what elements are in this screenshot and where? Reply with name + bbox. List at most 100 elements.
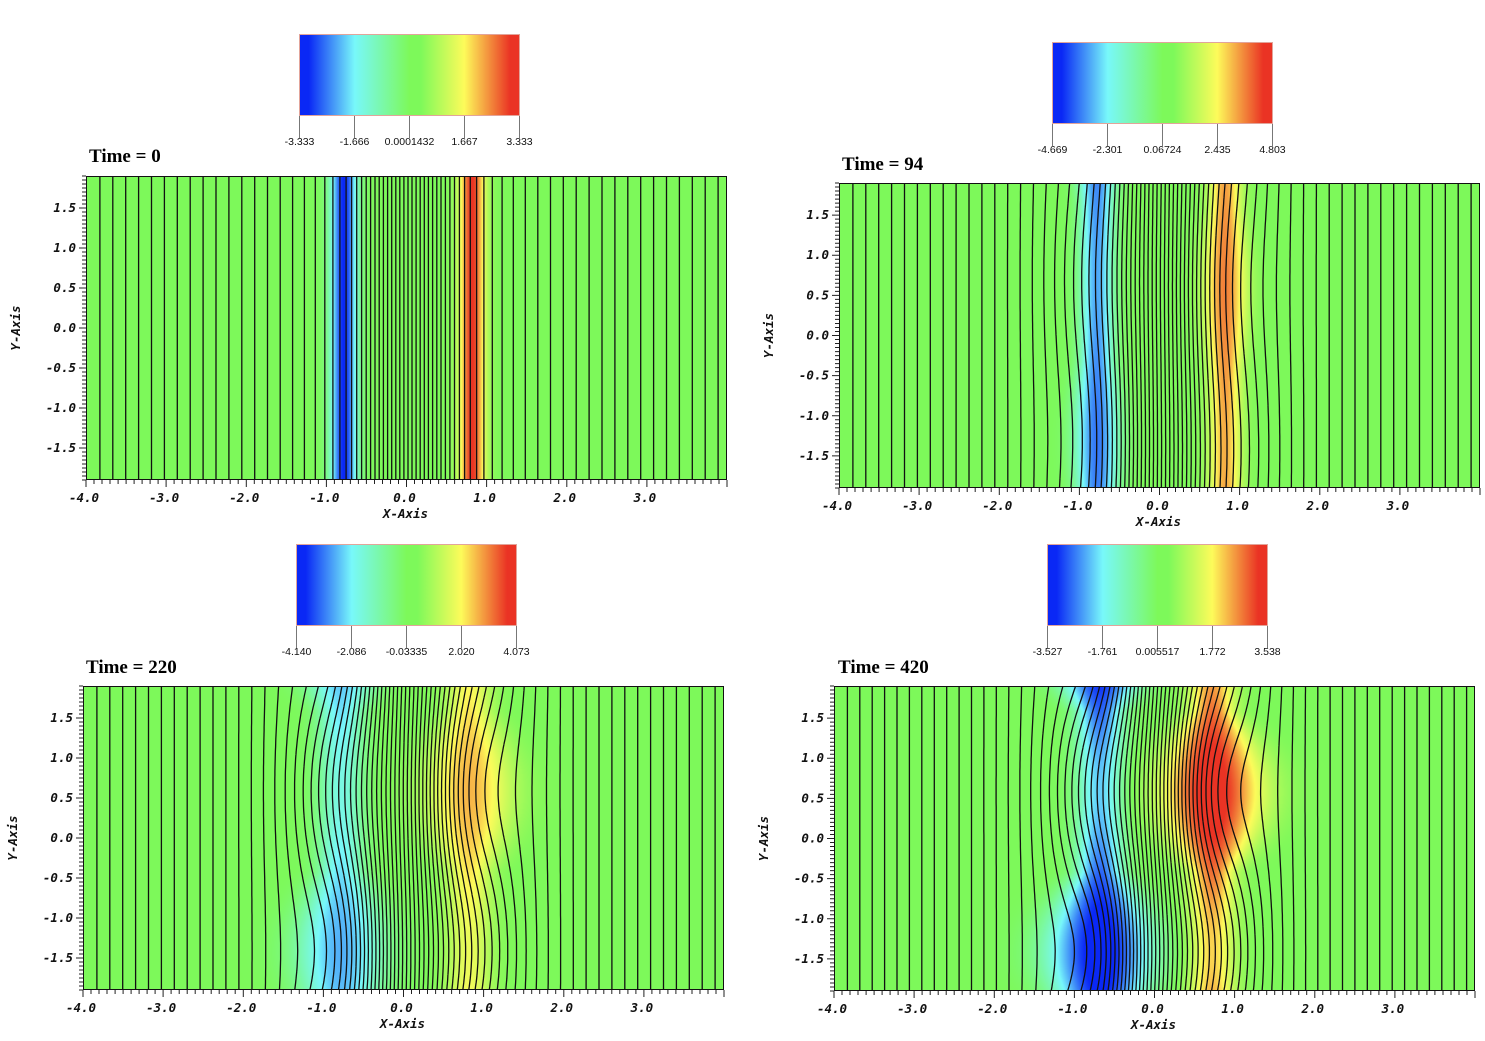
y-tick-label: 1.5	[50, 710, 73, 725]
colorbar-tick-label: -3.527	[1032, 646, 1063, 658]
colorbar-tick	[1217, 124, 1218, 146]
colorbar-tick-label: 0.0001432	[384, 136, 435, 148]
x-tick-label: -4.0	[822, 498, 852, 513]
colorbar	[1047, 544, 1268, 626]
contour-lines	[99, 177, 719, 479]
contour-lines	[96, 687, 716, 989]
heatmap-field	[840, 184, 1479, 487]
x-tick-label: -4.0	[817, 1001, 847, 1016]
axes: -4.0 -3.0 -2.0 -1.0 0.0 1.0 2.0 3.0 1.5 1.0 0.5 0.0…	[8, 175, 728, 521]
colorbar-tick	[296, 626, 297, 648]
colorbar-tick	[1107, 124, 1108, 146]
x-tick-label: 3.0	[1381, 1001, 1405, 1016]
y-tick-label: 0.0	[801, 831, 824, 846]
x-tick-label: -1.0	[306, 1000, 336, 1015]
y-axis-title: Y-Axis	[761, 313, 776, 358]
colorbar-tick	[1157, 626, 1158, 648]
colorbar-tick-label: 1.667	[451, 136, 478, 148]
colorbar-tick-label: -2.086	[336, 646, 367, 658]
y-axis-title: Y-Axis	[8, 305, 23, 350]
x-tick-label: -1.0	[1057, 1001, 1087, 1016]
colorbar	[1052, 42, 1273, 124]
x-axis-title: X-Axis	[382, 506, 428, 521]
y-axis-title: Y-Axis	[5, 815, 20, 860]
contour-line	[846, 687, 1468, 990]
colorbar-tick	[516, 626, 517, 648]
colorbar-tick	[1047, 626, 1048, 648]
x-axis-title: X-Axis	[1130, 1017, 1176, 1032]
x-tick-label: -4.0	[66, 1000, 96, 1015]
y-tick-label: -0.5	[799, 368, 830, 383]
y-tick-label: 1.5	[801, 710, 824, 725]
x-tick-label: 3.0	[630, 1000, 654, 1015]
plot-title: Time = 420	[838, 657, 929, 678]
contour-lines	[852, 184, 1472, 487]
colorbar-tick-label: 2.020	[448, 646, 475, 658]
y-tick-label: 1.0	[53, 240, 76, 255]
colorbar-tick-label: -1.666	[339, 136, 370, 148]
axis-ticks	[79, 175, 728, 487]
colorbar-tick	[519, 116, 520, 138]
x-tick-label: -2.0	[982, 498, 1012, 513]
plot-area	[834, 686, 1475, 991]
x-tick-label: 2.0	[552, 490, 576, 505]
colorbar-tick	[299, 116, 300, 138]
colorbar-tick	[1102, 626, 1103, 648]
colorbar-tick	[461, 626, 462, 648]
y-tick-label: -0.5	[46, 360, 77, 375]
plot-title: Time = 94	[842, 154, 924, 175]
y-tick-label: 0.0	[50, 830, 73, 845]
colorbar-tick-label: 0.005517	[1135, 646, 1180, 658]
y-tick-label: -1.0	[794, 911, 824, 926]
colorbar-tick-label: -4.140	[281, 646, 312, 658]
plot-area	[83, 686, 724, 990]
colorbar-tick	[351, 626, 352, 648]
y-tick-label: -1.0	[799, 408, 829, 423]
heatmap-field	[87, 177, 726, 479]
y-tick-label: -1.5	[799, 448, 830, 463]
x-tick-label: -3.0	[149, 490, 179, 505]
axis-ticks	[827, 685, 1476, 998]
x-tick-label: 1.0	[1221, 1001, 1244, 1016]
colorbar-tick-label: -4.669	[1037, 144, 1068, 156]
x-axis-title: X-Axis	[379, 1016, 425, 1031]
plot-area	[86, 176, 727, 480]
y-tick-label: 1.5	[806, 207, 829, 222]
axis-ticks	[832, 182, 1481, 495]
y-axis-title: Y-Axis	[756, 816, 771, 861]
y-tick-label: -1.0	[43, 910, 73, 925]
contour-line	[99, 177, 719, 479]
x-tick-label: 2.0	[549, 1000, 573, 1015]
x-axis-title: X-Axis	[1135, 514, 1181, 529]
y-tick-label: 0.0	[53, 320, 76, 335]
axes: -4.0 -3.0 -2.0 -1.0 0.0 1.0 2.0 3.0 1.5 1.0 0.5 0.0…	[5, 685, 725, 1031]
colorbar-tick-label: -1.761	[1087, 646, 1118, 658]
x-tick-label: -2.0	[977, 1001, 1007, 1016]
colorbar-tick-label: 3.538	[1254, 646, 1281, 658]
x-tick-label: -1.0	[1062, 498, 1092, 513]
y-tick-label: 1.0	[801, 750, 824, 765]
x-tick-label: 0.0	[393, 490, 416, 505]
colorbar-tick	[464, 116, 465, 138]
x-tick-label: -3.0	[897, 1001, 927, 1016]
x-tick-label: 0.0	[390, 1000, 413, 1015]
plot-title: Time = 0	[89, 146, 161, 167]
colorbar-tick	[1272, 124, 1273, 146]
x-tick-label: 2.0	[1305, 498, 1329, 513]
y-tick-label: -0.5	[794, 871, 825, 886]
axes: -4.0 -3.0 -2.0 -1.0 0.0 1.0 2.0 3.0 1.5 1.0 0.5 0.0…	[761, 182, 1481, 529]
x-tick-label: 2.0	[1300, 1001, 1324, 1016]
axes: -4.0 -3.0 -2.0 -1.0 0.0 1.0 2.0 3.0 1.5 1.0 0.5 0.0…	[756, 685, 1476, 1032]
colorbar-tick-label: -0.03335	[385, 646, 428, 658]
y-tick-label: 0.0	[806, 328, 829, 343]
x-tick-label: -2.0	[229, 490, 259, 505]
colorbar-tick-label: 2.435	[1204, 144, 1231, 156]
plot-title: Time = 220	[86, 657, 177, 678]
x-tick-label: 1.0	[470, 1000, 493, 1015]
colorbar	[299, 34, 520, 116]
colorbar-tick-label: 3.333	[506, 136, 533, 148]
x-tick-label: 0.0	[1141, 1001, 1164, 1016]
contour-line	[96, 687, 716, 989]
colorbar-tick	[1267, 626, 1268, 648]
x-tick-label: 3.0	[633, 490, 657, 505]
